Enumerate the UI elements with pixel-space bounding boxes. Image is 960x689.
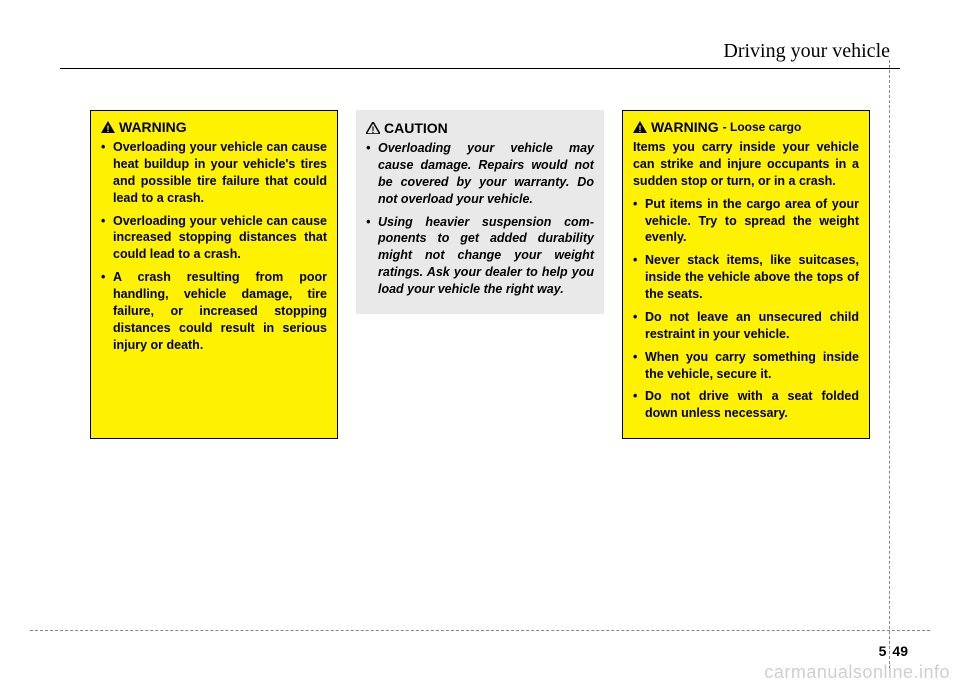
page-number: 5 49: [879, 643, 908, 659]
list-item: Do not drive with a seat folded down unl…: [633, 388, 859, 422]
list-item: Put items in the cargo area of your vehi…: [633, 196, 859, 247]
list-item: Overloading your vehicle can cause heat …: [101, 139, 327, 207]
warning-list: Overloading your vehicle can cause heat …: [101, 139, 327, 354]
warning-box-overloading: ! WARNING Overloading your vehicle can c…: [90, 110, 338, 439]
caution-label: CAUTION: [384, 120, 448, 136]
footer-dashed-line: [30, 630, 930, 631]
caution-triangle-icon: !: [366, 122, 380, 134]
caution-list: Overloading your vehicle may cause damag…: [366, 140, 594, 298]
warning-label: WARNING: [119, 119, 187, 135]
list-item: Overloading your vehicle may cause damag…: [366, 140, 594, 208]
caution-box: ! CAUTION Overloading your vehicle may c…: [356, 110, 604, 314]
watermark-text: carmanualsonline.info: [764, 662, 950, 683]
svg-text:!: !: [372, 125, 375, 134]
page-number-value: 49: [892, 643, 908, 659]
warning-box-loose-cargo: ! WARNING - Loose cargo Items you carry …: [622, 110, 870, 439]
warning-intro: Items you carry inside your vehicle can …: [633, 139, 859, 190]
svg-text:!: !: [638, 124, 641, 133]
section-title: Driving your vehicle: [723, 40, 890, 63]
chapter-number: 5: [879, 643, 887, 659]
list-item: Using heavier suspension com­ponents to …: [366, 214, 594, 298]
warning-title: ! WARNING: [101, 119, 327, 135]
warning-list: Put items in the cargo area of your vehi…: [633, 196, 859, 423]
svg-text:!: !: [107, 124, 110, 133]
warning-title: ! WARNING - Loose cargo: [633, 119, 859, 135]
header-rule: [60, 68, 900, 69]
list-item: When you carry something inside the vehi…: [633, 349, 859, 383]
warning-triangle-icon: !: [101, 121, 115, 133]
warning-label: WARNING: [651, 119, 719, 135]
vertical-dashed-line: [889, 60, 890, 669]
caution-title: ! CAUTION: [366, 120, 594, 136]
warning-sublabel: - Loose cargo: [723, 120, 802, 134]
list-item: Do not leave an unsecured child restrain…: [633, 309, 859, 343]
page: Driving your vehicle ! WARNING Overloadi…: [0, 0, 960, 689]
warning-triangle-icon: !: [633, 121, 647, 133]
list-item: Never stack items, like suit­cases, insi…: [633, 252, 859, 303]
content-columns: ! WARNING Overloading your vehicle can c…: [90, 110, 870, 439]
list-item: Overloading your vehicle can cause incre…: [101, 213, 327, 264]
list-item: A crash resulting from poor handling, ve…: [101, 269, 327, 353]
